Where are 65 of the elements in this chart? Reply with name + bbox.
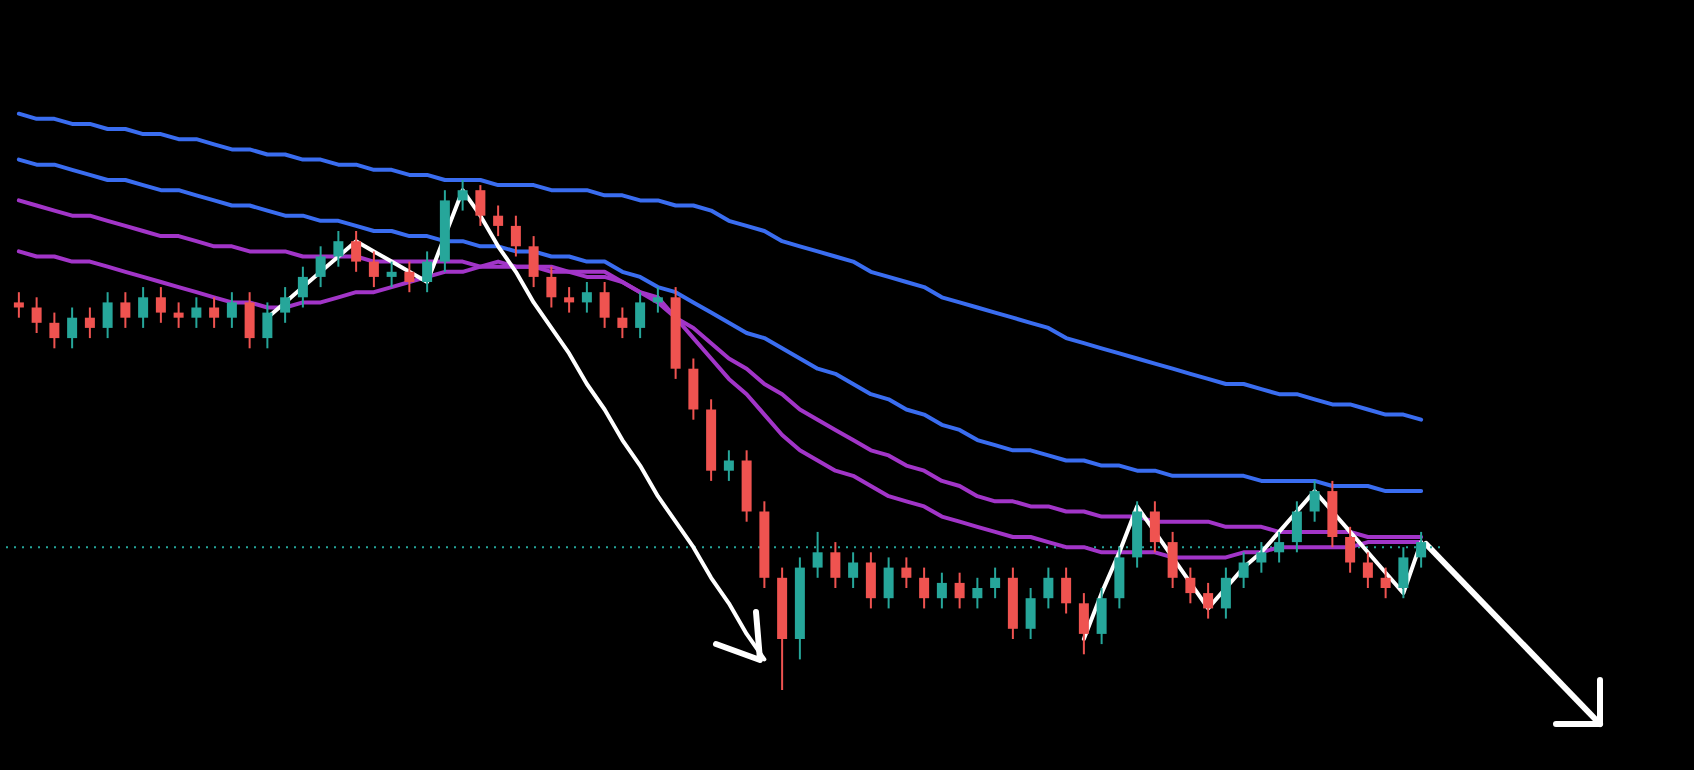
- candlestick: [280, 286, 291, 324]
- candlestick: [120, 291, 131, 329]
- candlestick: [510, 214, 521, 258]
- candlestick: [546, 265, 557, 309]
- candlestick: [652, 286, 663, 314]
- candlestick: [1025, 587, 1036, 640]
- candlestick: [1203, 581, 1214, 620]
- candlestick: [138, 286, 149, 329]
- candlestick: [493, 204, 504, 238]
- candlestick: [1362, 551, 1373, 589]
- candlestick: [830, 541, 841, 589]
- candlestick: [919, 566, 930, 610]
- candlestick: [1096, 587, 1107, 646]
- candlestick: [972, 576, 983, 610]
- candlestick: [954, 571, 965, 610]
- candlestick: [386, 260, 397, 289]
- candlestick: [1061, 566, 1072, 615]
- candlestick: [315, 245, 326, 289]
- candlestick: [635, 291, 646, 340]
- candlestick: [581, 281, 592, 314]
- candlestick: [1185, 566, 1196, 605]
- candlestick: [528, 235, 539, 289]
- candlestick: [1291, 500, 1302, 554]
- candlestick: [262, 301, 273, 350]
- candlestick: [13, 291, 24, 319]
- candlestick: [404, 260, 415, 294]
- candlestick: [865, 551, 876, 610]
- candlestick: [1078, 592, 1089, 656]
- candlestick: [67, 306, 78, 350]
- candlestick: [173, 301, 184, 329]
- candlestick: [1220, 566, 1231, 620]
- candlestick: [191, 296, 202, 329]
- candlestick: [990, 566, 1001, 600]
- candlestick: [1167, 530, 1178, 589]
- candlestick: [226, 291, 237, 329]
- candlestick: [1149, 500, 1160, 554]
- candlestick: [422, 250, 433, 294]
- candlestick: [475, 184, 486, 227]
- candlestick: [901, 556, 912, 589]
- candlestick: [351, 230, 362, 273]
- candlestick: [883, 556, 894, 610]
- candlestick: [688, 357, 699, 421]
- candlestick: [1238, 551, 1249, 589]
- candlestick: [564, 286, 575, 314]
- candlestick: [49, 311, 60, 350]
- candlestick: [1327, 479, 1338, 549]
- candlestick: [723, 449, 734, 482]
- candlestick: [1380, 566, 1391, 600]
- candlestick: [209, 296, 220, 329]
- candlestick: [848, 551, 859, 589]
- candlestick: [244, 291, 255, 350]
- candlestick: [1345, 525, 1356, 574]
- candlestick: [599, 281, 610, 329]
- candlestick: [1309, 479, 1320, 523]
- candlestick: [1043, 566, 1054, 610]
- candlestick: [84, 306, 95, 340]
- candlestick: [936, 571, 947, 610]
- candlestick: [102, 291, 113, 340]
- candlestick: [155, 286, 166, 324]
- candlestick: [457, 179, 468, 212]
- candlestick: [333, 230, 344, 268]
- candlestick: [31, 296, 42, 334]
- candlestick: [297, 265, 308, 309]
- candlestick: [617, 306, 628, 340]
- candlestick: [368, 250, 379, 289]
